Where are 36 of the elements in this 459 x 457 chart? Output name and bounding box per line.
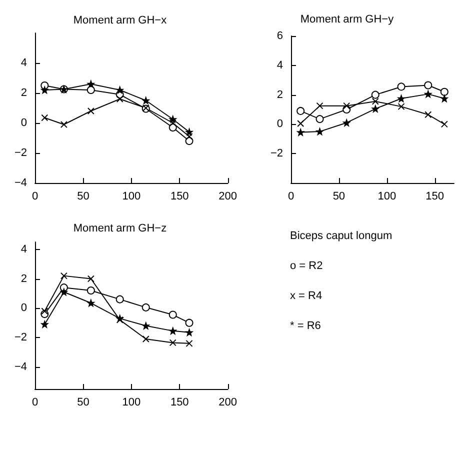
x-tick-label: 150: [426, 190, 444, 202]
text: o = R2: [290, 260, 324, 272]
x-tick-label: 100: [122, 190, 141, 202]
x-tick-label: 150: [170, 190, 189, 202]
y-tick-label: −4: [14, 360, 27, 373]
x-tick-label: 0: [288, 190, 294, 202]
y-tick-label: 4: [20, 243, 27, 256]
y-tick-label: 0: [276, 118, 283, 130]
y-tick-label: −2: [270, 148, 283, 160]
x-tick-label: 100: [378, 190, 396, 202]
x-tick-label: 200: [218, 396, 238, 408]
chart-title: Moment arm GH−x: [73, 14, 168, 26]
y-tick-label: −4: [14, 177, 27, 189]
chart-title: Moment arm GH−z: [73, 222, 167, 234]
y-tick-label: 0: [20, 117, 27, 129]
y-tick-label: 2: [20, 87, 27, 99]
y-tick-label: 6: [276, 30, 283, 42]
text: Biceps caput longum: [290, 230, 394, 242]
y-tick-label: 4: [276, 59, 283, 72]
y-tick-label: −2: [14, 147, 27, 159]
chart-title: Moment arm GH−y: [300, 14, 394, 26]
x-tick-label: 150: [170, 396, 189, 408]
x-tick-label: 0: [32, 190, 38, 202]
x-tick-label: 50: [77, 190, 90, 202]
x-tick-label: 200: [218, 190, 238, 202]
y-tick-label: 0: [20, 302, 27, 314]
y-tick-label: −2: [14, 332, 27, 344]
x-tick-label: 50: [332, 190, 346, 202]
y-tick-label: 2: [20, 272, 27, 285]
y-tick-label: 4: [20, 57, 27, 69]
text: * = R6: [290, 320, 322, 332]
x-tick-label: 0: [32, 396, 38, 408]
text: x = R4: [290, 290, 324, 302]
x-tick-label: 100: [122, 396, 141, 408]
y-tick-label: 2: [276, 88, 283, 101]
x-tick-label: 50: [77, 396, 90, 408]
